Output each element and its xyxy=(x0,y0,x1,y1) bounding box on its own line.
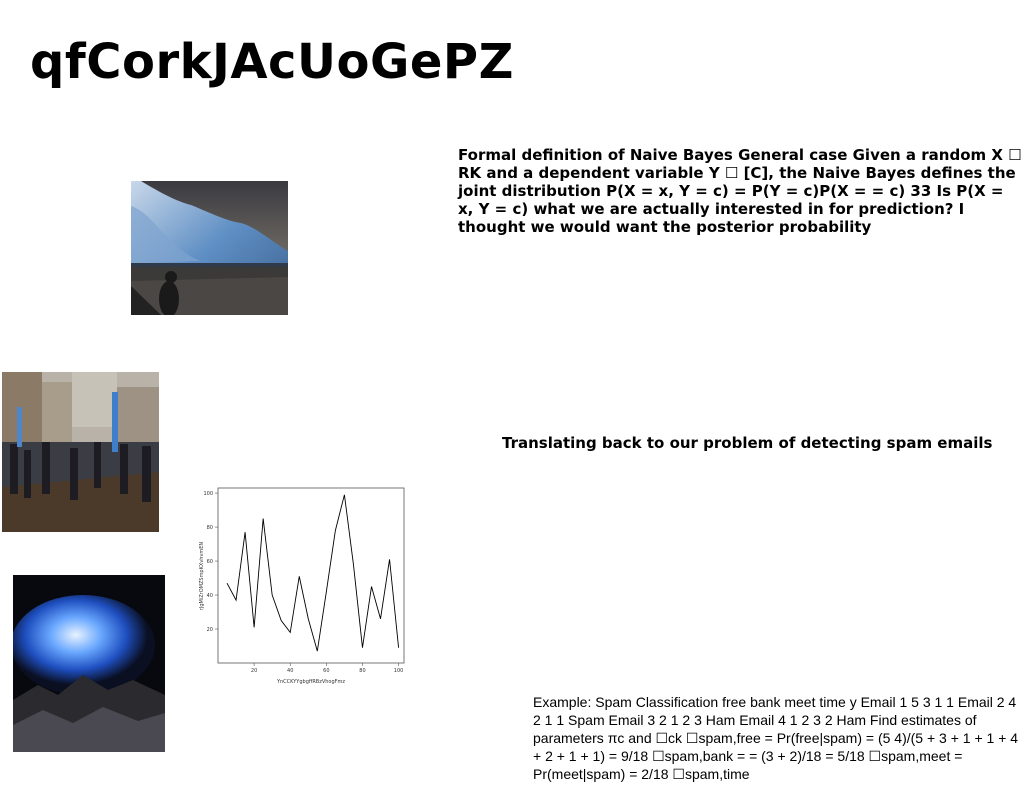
plot-frame xyxy=(217,487,405,664)
naive-bayes-definition-text: Formal definition of Naive Bayes General… xyxy=(458,146,1022,236)
x-tick-label: 20 xyxy=(251,668,257,674)
y-tick-label: 60 xyxy=(207,559,213,565)
y-tick-label: 80 xyxy=(207,525,213,531)
spam-classification-example-text: Example: Spam Classification free bank m… xyxy=(533,694,1019,782)
y-tick-label: 100 xyxy=(203,491,213,497)
y-axis-label: rJgMiZrOMZSmpKXvhvmEN xyxy=(199,542,205,611)
slide-title: qfCorkJAcUoGePZ xyxy=(30,34,514,90)
street-parade-crowd-photo xyxy=(2,372,159,532)
x-tick-label: 40 xyxy=(287,668,293,674)
x-tick-label: 100 xyxy=(394,668,404,674)
x-tick-label: 80 xyxy=(359,668,365,674)
line-chart-svg: 20 40 60 80 100 20 40 60 80 100 YnCCKYYgbgffRBzVh… xyxy=(199,487,405,685)
blue-glowing-cloud-over-rocks-photo xyxy=(13,575,165,752)
y-tick-label: 20 xyxy=(207,627,213,633)
x-tick-label: 60 xyxy=(323,668,329,674)
x-axis-label: YnCCKYYgbgffRBzVhogFmz xyxy=(276,679,345,685)
line-chart: 20 40 60 80 100 20 40 60 80 100 YnCCKYYgbgffRBzVh… xyxy=(195,484,410,689)
y-tick-label: 40 xyxy=(207,593,213,599)
spam-detection-subheading: Translating back to our problem of detec… xyxy=(502,434,993,452)
series-line xyxy=(226,494,400,652)
stormy-sky-waterfront-photo xyxy=(131,181,288,315)
